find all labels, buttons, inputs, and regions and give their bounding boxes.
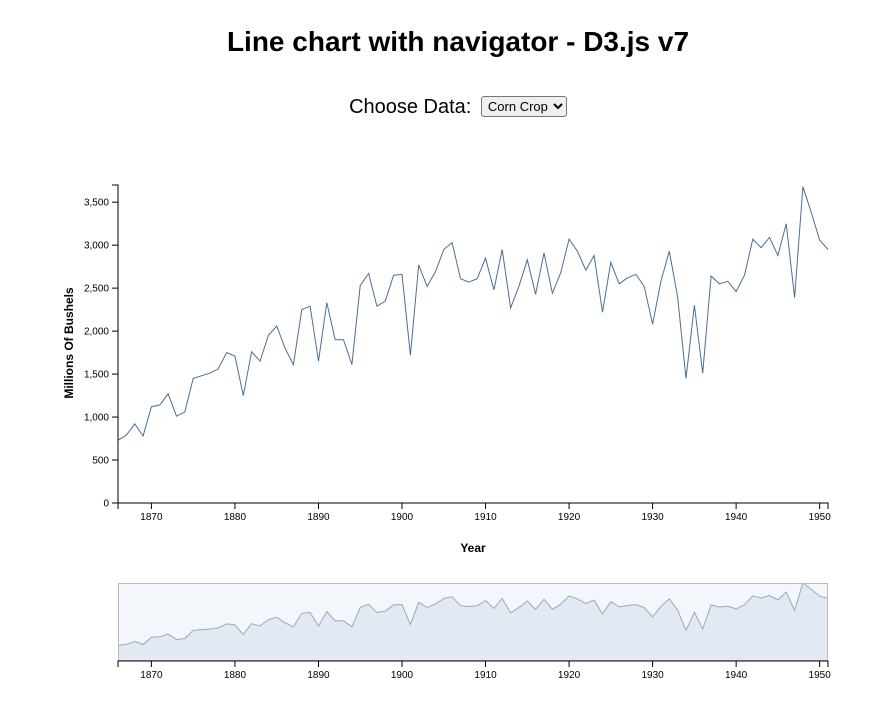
x-tick: 1950 <box>809 503 832 523</box>
navigator-x-tick-label: 1920 <box>558 670 581 681</box>
y-tick: 1,500 <box>84 370 118 381</box>
series-line <box>117 186 829 441</box>
x-tick: 1920 <box>558 503 581 523</box>
navigator[interactable]: 1870 1880 1890 1900 1910 1920 1930 1940 1950 <box>117 582 832 681</box>
y-tick: 1,000 <box>84 413 118 424</box>
y-tick-label: 3,000 <box>84 241 109 252</box>
y-tick-label: 2,000 <box>84 327 109 338</box>
y-tick: 3,000 <box>84 241 118 252</box>
y-tick-label: 1,500 <box>84 370 109 381</box>
x-tick-label: 1920 <box>558 512 581 523</box>
navigator-x-tick-label: 1950 <box>809 670 832 681</box>
page-title: Line chart with navigator - D3.js v7 <box>226 26 690 57</box>
y-tick-label: 3,500 <box>84 198 109 209</box>
navigator-x-tick-label: 1940 <box>725 670 748 681</box>
navigator-x-tick-label: 1870 <box>140 670 163 681</box>
y-tick-label: 1,000 <box>84 413 109 424</box>
choose-data-label: Choose Data: <box>349 96 472 118</box>
x-tick-label: 1950 <box>809 512 832 523</box>
y-axis-label: Millions Of Bushels <box>62 287 76 399</box>
x-tick-label: 1890 <box>307 512 330 523</box>
data-select[interactable]: Corn Crop <box>480 96 567 117</box>
main-chart: 1870 1880 1890 1900 1910 1920 1930 1940 1950 0 50… <box>62 184 832 555</box>
y-tick: 500 <box>92 456 118 467</box>
x-tick-label: 1880 <box>224 512 247 523</box>
navigator-x-axis: 1870 1880 1890 1900 1910 1920 1930 1940 1950 <box>117 660 832 681</box>
navigator-x-tick-label: 1930 <box>641 670 664 681</box>
y-tick-label: 2,500 <box>84 284 109 295</box>
x-tick-label: 1910 <box>474 512 497 523</box>
y-tick: 2,000 <box>84 327 118 338</box>
x-tick: 1880 <box>224 503 247 523</box>
navigator-x-tick-label: 1890 <box>307 670 330 681</box>
data-selector-row: Choose Data: Corn Crop <box>0 96 886 119</box>
navigator-x-tick: 1920 <box>558 661 581 681</box>
navigator-x-tick: 1880 <box>224 661 247 681</box>
x-tick: 1940 <box>725 503 748 523</box>
y-axis: 0 500 1,000 1,500 2,000 2,500 3,000 3,500 <box>84 184 119 510</box>
navigator-x-tick: 1900 <box>391 661 414 681</box>
x-tick-label: 1940 <box>725 512 748 523</box>
y-tick: 3,500 <box>84 198 118 209</box>
x-axis-label: Year <box>460 541 486 555</box>
x-tick-label: 1930 <box>641 512 664 523</box>
y-tick: 0 <box>103 499 118 510</box>
x-tick-label: 1870 <box>140 512 163 523</box>
navigator-x-tick: 1910 <box>474 661 497 681</box>
navigator-x-tick-label: 1880 <box>224 670 247 681</box>
x-tick: 1870 <box>140 503 163 523</box>
navigator-x-tick: 1930 <box>641 661 664 681</box>
x-tick-label: 1900 <box>391 512 414 523</box>
navigator-line <box>117 582 829 646</box>
navigator-x-tick-label: 1900 <box>391 670 414 681</box>
x-tick: 1930 <box>641 503 664 523</box>
y-tick-label: 0 <box>103 499 109 510</box>
x-tick: 1900 <box>391 503 414 523</box>
navigator-x-tick: 1890 <box>307 661 330 681</box>
navigator-x-tick: 1940 <box>725 661 748 681</box>
y-tick: 2,500 <box>84 284 118 295</box>
navigator-x-tick-label: 1910 <box>474 670 497 681</box>
navigator-x-tick: 1870 <box>140 661 163 681</box>
x-tick: 1890 <box>307 503 330 523</box>
y-tick-label: 500 <box>92 456 109 467</box>
x-axis: 1870 1880 1890 1900 1910 1920 1930 1940 1950 <box>117 502 832 523</box>
navigator-x-tick: 1950 <box>809 661 832 681</box>
navigator-area <box>118 583 828 661</box>
x-tick: 1910 <box>474 503 497 523</box>
